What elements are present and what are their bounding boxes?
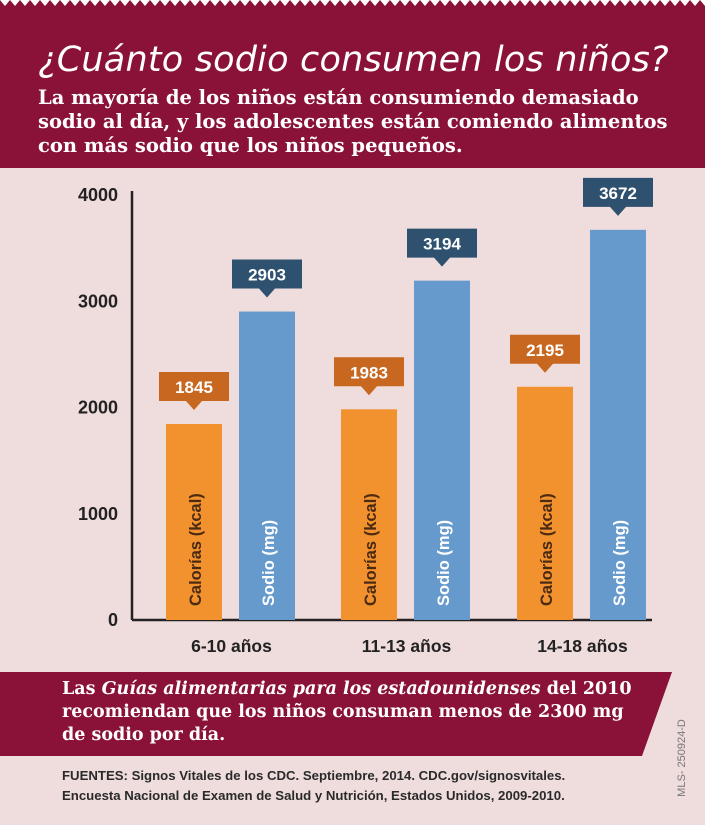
- calories-bar: [166, 423, 222, 620]
- x-category-label: 11-13 años: [362, 636, 452, 656]
- y-tick-label: 3000: [78, 291, 118, 311]
- zigzag-edge: [0, 0, 705, 6]
- data-label: 3672: [599, 184, 637, 203]
- data-label-box: [232, 259, 302, 298]
- data-label: 2903: [248, 266, 286, 285]
- data-label: 2195: [526, 341, 564, 360]
- sodium-bar-label: Sodio (mg): [260, 520, 278, 606]
- data-label: 3194: [423, 235, 461, 254]
- document-code: MLS- 250924-D: [676, 712, 688, 812]
- data-label-box: [510, 334, 580, 373]
- page-subtitle: La mayoría de los niños están consumiend…: [38, 86, 668, 157]
- x-category-label: 6-10 años: [191, 636, 272, 656]
- footer-banner: [0, 672, 672, 756]
- x-category-label: 14-18 años: [537, 636, 628, 656]
- calories-bar-label: Calorías (kcal): [187, 493, 205, 606]
- calories-bar-label: Calorías (kcal): [538, 493, 556, 606]
- data-label: 1845: [175, 378, 213, 397]
- recommendation-text: Las Guías alimentarias para los estadoun…: [62, 678, 642, 747]
- data-label-box: [407, 228, 477, 267]
- header-banner: [0, 0, 705, 168]
- sodium-bar: [590, 229, 646, 620]
- y-tick-label: 4000: [78, 185, 118, 205]
- data-label-box: [334, 357, 404, 396]
- calories-bar-label: Calorías (kcal): [362, 493, 380, 606]
- y-tick-label: 0: [108, 610, 118, 630]
- page-title: ¿Cuánto sodio consumen los niños?: [38, 40, 669, 80]
- sodium-bar: [414, 280, 470, 620]
- sodium-bar: [239, 311, 295, 620]
- calories-bar: [517, 386, 573, 620]
- data-label: 1983: [350, 363, 388, 382]
- sources: FUENTES: Signos Vitales de los CDC. Sept…: [62, 766, 565, 806]
- data-label-box: [583, 177, 653, 216]
- recommendation-text-end: del 2010 recomiendan que los niños consu…: [62, 679, 632, 745]
- data-label-box: [159, 371, 229, 410]
- sodium-bar-label: Sodio (mg): [435, 520, 453, 606]
- y-tick-label: 1000: [78, 504, 118, 524]
- sources-line-1: FUENTES: Signos Vitales de los CDC. Sept…: [62, 768, 566, 783]
- sources-line-2: Encuesta Nacional de Examen de Salud y N…: [62, 788, 565, 803]
- bar-chart: 0 1000 2000 3000 4000 1845 Calorías (kcal) 290…: [78, 177, 653, 656]
- recommendation-text-start: Las: [62, 679, 102, 699]
- y-tick-label: 2000: [78, 398, 118, 418]
- calories-bar: [341, 409, 397, 620]
- sodium-bar-label: Sodio (mg): [611, 520, 629, 606]
- document-code-text: MLS- 250924-D: [676, 719, 688, 797]
- guidelines-title: Guías alimentarias para los estadouniden…: [101, 679, 541, 699]
